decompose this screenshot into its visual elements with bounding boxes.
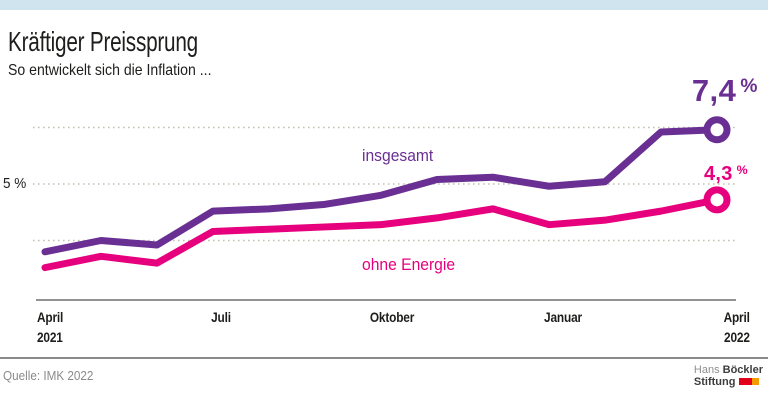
end-marker-ohne-Energie	[703, 186, 731, 214]
top-accent-bar	[0, 0, 768, 10]
x-tick-januar: Januar	[544, 308, 582, 328]
value-label-ohne-energie: 4,3%	[704, 163, 748, 186]
series-label-ohne-energie: ohne Energie	[362, 255, 456, 274]
x-tick-april-2022: April 2022	[724, 308, 750, 348]
x-tick-label: April	[723, 310, 750, 325]
page-title: Kräftiger Preissprung	[8, 26, 198, 57]
hans-boeckler-stiftung-logo: Hans Böckler Stiftung	[693, 364, 763, 389]
percent-sign: %	[736, 163, 748, 178]
percent-sign: %	[740, 76, 758, 98]
x-tick-oktober: Oktober	[370, 308, 414, 328]
x-tick-label: Oktober	[369, 310, 415, 325]
logo-mark-icon	[739, 377, 760, 385]
series-label-insgesamt: insgesamt	[362, 146, 434, 165]
x-tick-sublabel: 2022	[724, 330, 750, 345]
logo-stiftung: Stiftung	[693, 375, 736, 388]
source-note: Quelle: IMK 2022	[3, 368, 94, 383]
logo-boeckler: Böckler	[722, 364, 763, 376]
page-subtitle: So entwickelt sich die Inflation ...	[8, 62, 212, 79]
x-tick-sublabel: 2021	[37, 330, 63, 345]
x-tick-april-2021: April 2021	[37, 308, 63, 348]
x-tick-label: Juli	[211, 310, 231, 325]
value-label-insgesamt: 7,4%	[692, 73, 758, 109]
logo-line1: Hans Böckler	[693, 364, 763, 377]
footer-divider	[0, 357, 768, 359]
x-tick-label: April	[37, 310, 64, 325]
x-tick-label: Januar	[544, 310, 582, 325]
logo-hans: Hans	[693, 364, 720, 376]
logo-line2: Stiftung	[693, 375, 763, 389]
value-insgesamt: 7,4	[691, 73, 737, 108]
end-marker-insgesamt	[703, 116, 731, 144]
y-axis-label: 5 %	[3, 175, 27, 192]
x-tick-juli: Juli	[211, 308, 231, 328]
series-line-insgesamt	[41, 126, 721, 256]
value-ohne-energie: 4,3	[703, 163, 733, 185]
series-line-ohne-Energie	[41, 196, 721, 272]
